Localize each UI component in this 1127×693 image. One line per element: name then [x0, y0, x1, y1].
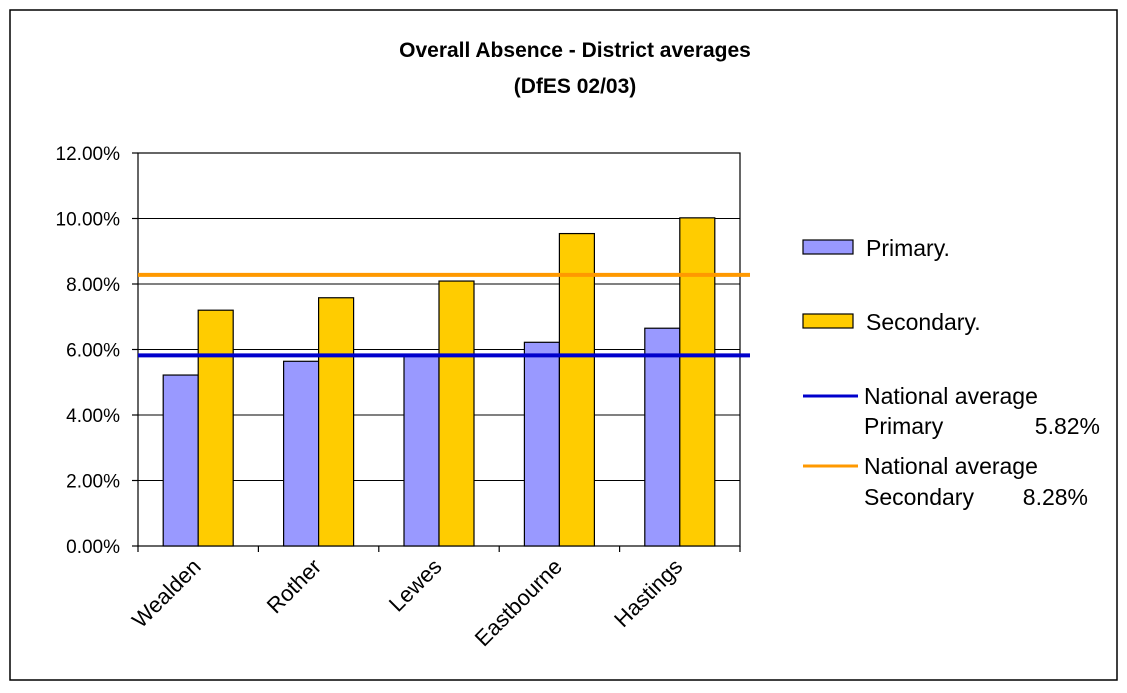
y-tick-label: 6.00% [66, 341, 120, 362]
bar-secondary [318, 297, 355, 547]
y-tick-label: 0.00% [66, 537, 120, 558]
bar-secondary [197, 309, 234, 547]
axes [132, 152, 741, 552]
y-tick-label: 12.00% [56, 144, 121, 165]
y-axis-ticks: 0.00% 2.00% 4.00% 6.00% 8.00% 10.00% 12.00% [56, 144, 121, 558]
legend-label-national-primary-2: Primary [864, 413, 944, 439]
legend-label-national-secondary-1: National average [864, 453, 1038, 479]
legend-label-primary: Primary. [866, 235, 950, 261]
bar-secondary [438, 280, 475, 547]
legend-label-national-secondary-2: Secondary [864, 484, 974, 510]
y-tick-label: 10.00% [56, 210, 121, 231]
bar-primary [162, 374, 199, 547]
bar-primary [403, 353, 440, 547]
legend-value-national-secondary: 8.28% [1023, 484, 1088, 510]
legend-label-national-primary-1: National average [864, 383, 1038, 409]
legend-label-secondary: Secondary. [866, 309, 981, 335]
y-tick-label: 8.00% [66, 275, 120, 296]
legend-swatch-primary [802, 239, 854, 255]
legend-value-national-primary: 5.82% [1035, 413, 1100, 439]
legend: Primary. Secondary. National average Pri… [802, 235, 1100, 510]
legend-swatch-secondary [802, 313, 854, 329]
bar-secondary [558, 232, 596, 547]
chart-subtitle: (DfES 02/03) [514, 75, 637, 98]
bar-primary [644, 327, 681, 547]
chart-title: Overall Absence - District averages [399, 39, 751, 62]
bar-secondary [679, 217, 716, 547]
bar-primary [523, 341, 561, 547]
y-tick-label: 2.00% [66, 472, 120, 493]
reference-lines [138, 272, 750, 358]
bar-primary [283, 360, 320, 547]
bars [162, 217, 716, 547]
y-tick-label: 4.00% [66, 406, 120, 427]
